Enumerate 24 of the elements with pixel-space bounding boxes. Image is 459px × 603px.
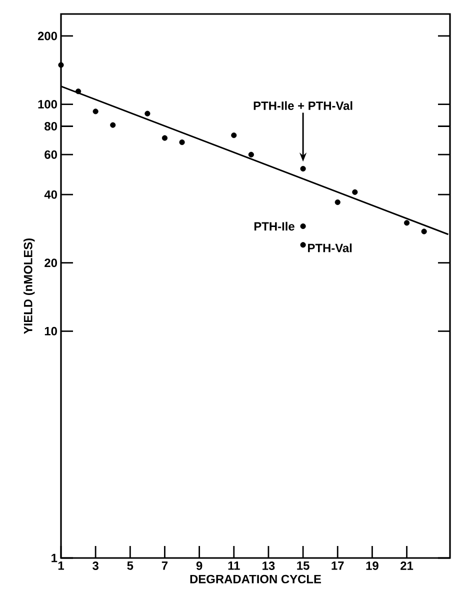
annotation: PTH-Ile + PTH-Val — [254, 101, 352, 110]
y-tick-label: 80 — [44, 122, 57, 130]
y-tick-label: 10 — [44, 326, 57, 336]
annotation: PTH-Val — [308, 244, 352, 252]
y-tick-label: 200 — [38, 32, 57, 40]
y-tick-label: 100 — [38, 100, 57, 108]
x-tick-label: 17 — [332, 562, 344, 570]
x-tick-label: 9 — [196, 562, 202, 570]
y-tick-label: 20 — [44, 258, 57, 268]
y-tick-label: 40 — [44, 190, 57, 199]
y-tick-label: 60 — [44, 150, 57, 159]
y-tick-label: 1 — [52, 554, 58, 562]
x-tick-label: 11 — [228, 562, 240, 570]
x-tick-label: 15 — [297, 562, 310, 570]
annotation: PTH-Ile — [254, 222, 294, 231]
x-tick-label: 3 — [92, 562, 98, 570]
x-tick-label: 19 — [366, 562, 378, 570]
x-tick-label: 21 — [400, 562, 414, 570]
y-axis-title: YIELD (nMOLES) — [24, 238, 35, 334]
x-tick-label: 1 — [58, 562, 64, 570]
x-tick-label: 5 — [127, 562, 134, 570]
x-tick-label: 13 — [262, 562, 275, 570]
x-axis-title: DEGRADATION CYCLE — [190, 574, 321, 584]
x-tick-label: 7 — [162, 562, 168, 570]
